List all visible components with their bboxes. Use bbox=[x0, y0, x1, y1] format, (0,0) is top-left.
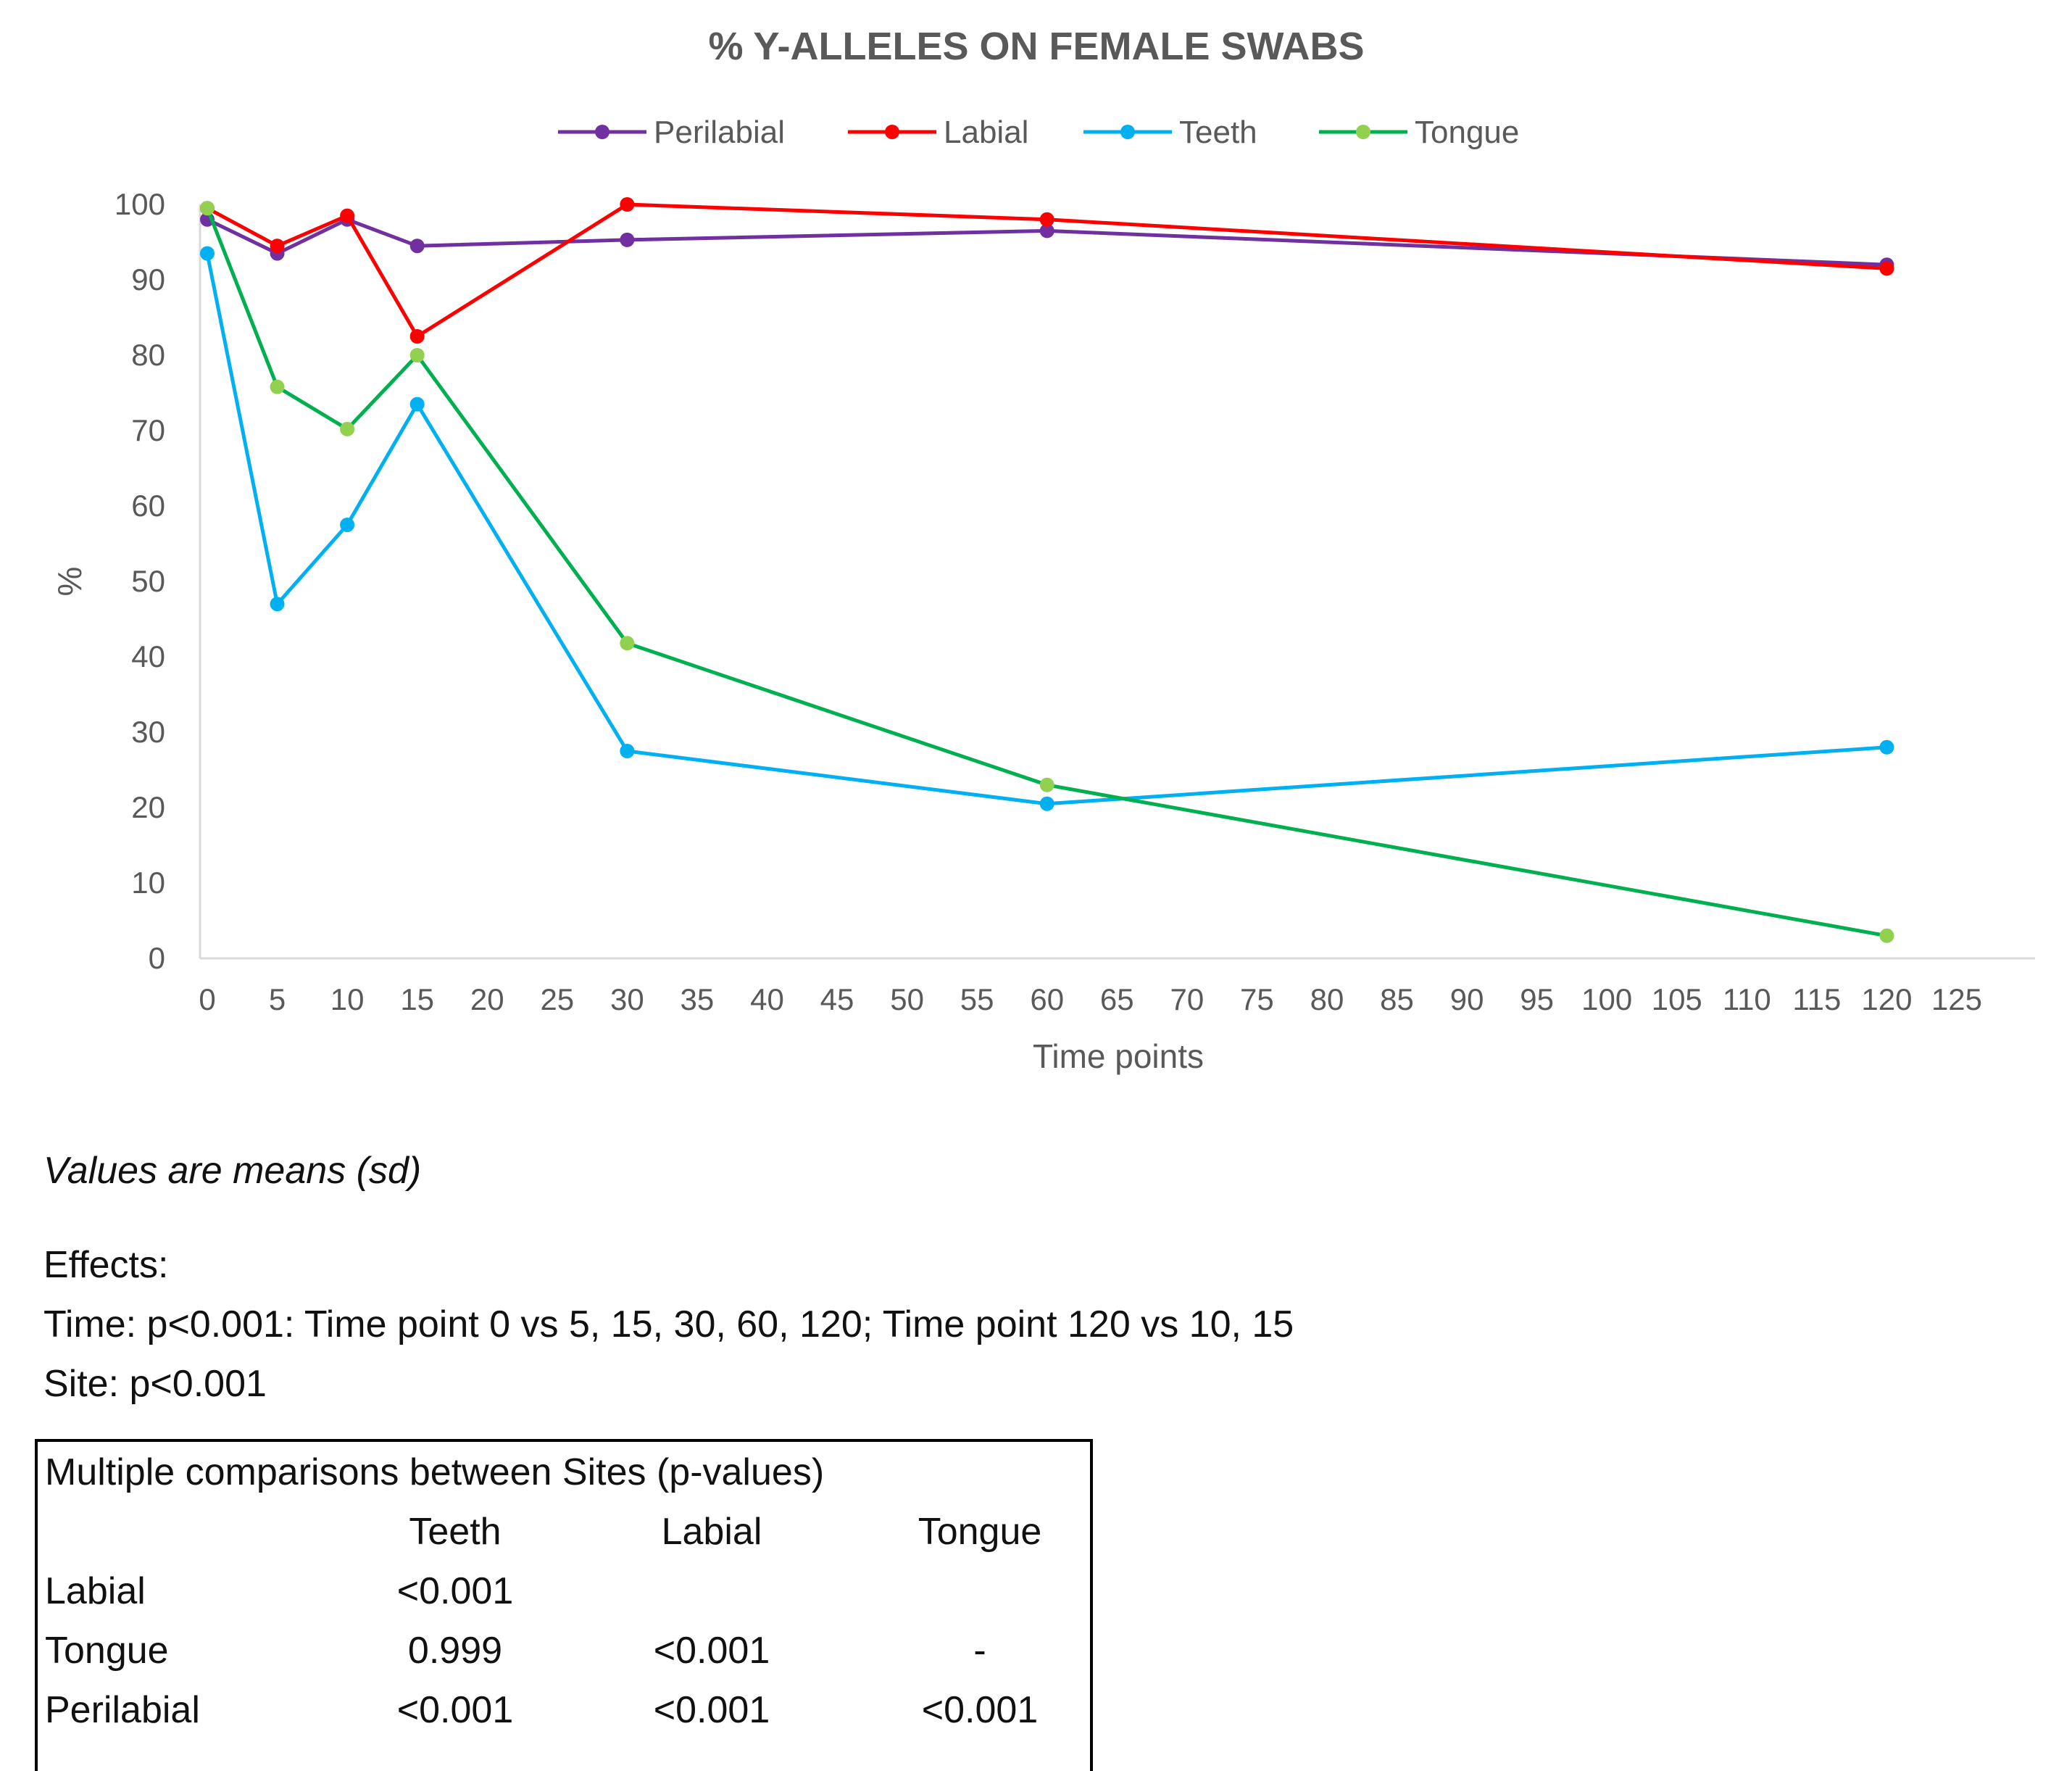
x-tick-label: 90 bbox=[1450, 982, 1484, 1016]
column-header-labial: Labial bbox=[661, 1511, 762, 1553]
data-point-teeth bbox=[1039, 796, 1054, 811]
y-tick-label: 90 bbox=[131, 262, 165, 296]
data-point-labial bbox=[1879, 261, 1894, 276]
series-line-tongue bbox=[205, 207, 1887, 938]
legend-marker-teeth bbox=[1120, 125, 1135, 139]
row-label-tongue: Tongue bbox=[45, 1630, 169, 1672]
y-tick-label: 10 bbox=[131, 866, 165, 900]
x-tick-label: 85 bbox=[1380, 982, 1414, 1016]
line-chart: % Y-ALLELES ON FEMALE SWABS Perilabial La… bbox=[51, 25, 2035, 1075]
table-cell: <0.001 bbox=[921, 1689, 1039, 1731]
data-point-teeth bbox=[340, 518, 355, 532]
legend-label-teeth: Teeth bbox=[1179, 115, 1257, 150]
y-tick-label: 40 bbox=[131, 639, 165, 673]
legend-marker-labial bbox=[885, 125, 899, 139]
table-cell: <0.001 bbox=[396, 1570, 514, 1612]
data-point-labial bbox=[340, 208, 355, 223]
row-label-perilabial: Perilabial bbox=[45, 1689, 200, 1731]
x-tick-label: 0 bbox=[199, 982, 215, 1016]
series-line-teeth bbox=[205, 253, 1887, 806]
x-tick-labels: 0 5 10 15 20 25 30 35 40 45 50 55 60 65 70 75 80 85 90 95 10… bbox=[199, 982, 1982, 1016]
x-tick-label: 60 bbox=[1030, 982, 1064, 1016]
comparisons-table: Multiple comparisons between Sites (p-va… bbox=[35, 1439, 1093, 1771]
chart-axes bbox=[199, 204, 2035, 960]
data-point-tongue bbox=[409, 348, 425, 362]
data-point-teeth bbox=[1879, 739, 1894, 755]
table-cell: <0.001 bbox=[653, 1630, 770, 1672]
data-point-perilabial bbox=[620, 232, 635, 247]
x-tick-label: 30 bbox=[610, 982, 644, 1016]
data-point-perilabial bbox=[409, 239, 425, 254]
data-point-teeth bbox=[270, 597, 285, 612]
y-tick-label: 50 bbox=[131, 564, 165, 598]
data-point-tongue bbox=[340, 421, 355, 436]
x-tick-label: 55 bbox=[960, 982, 994, 1016]
x-tick-label: 125 bbox=[1931, 982, 1982, 1016]
legend-marker-tongue bbox=[1356, 125, 1370, 139]
chart-notes: Values are means (sd) Effects: Time: p<0… bbox=[43, 1149, 1638, 1422]
values-note: Values are means (sd) bbox=[43, 1150, 422, 1192]
effects-heading: Effects: bbox=[43, 1244, 169, 1286]
legend-label-tongue: Tongue bbox=[1415, 115, 1519, 150]
column-header-tongue: Tongue bbox=[918, 1511, 1042, 1553]
x-tick-label: 45 bbox=[820, 982, 854, 1016]
y-tick-label: 20 bbox=[131, 790, 165, 824]
column-header-teeth: Teeth bbox=[409, 1511, 502, 1553]
y-axis-label: % bbox=[51, 567, 88, 597]
x-tick-label: 65 bbox=[1100, 982, 1134, 1016]
data-point-teeth bbox=[620, 744, 635, 758]
x-tick-label: 40 bbox=[750, 982, 784, 1016]
data-point-labial bbox=[620, 197, 635, 212]
legend-label-labial: Labial bbox=[944, 115, 1028, 150]
data-point-teeth bbox=[200, 246, 215, 261]
table-cell: <0.001 bbox=[653, 1689, 770, 1731]
x-tick-label: 105 bbox=[1652, 982, 1702, 1016]
x-tick-label: 120 bbox=[1861, 982, 1912, 1016]
y-tick-label: 70 bbox=[131, 413, 165, 447]
table-cell: 0.999 bbox=[407, 1630, 503, 1672]
x-tick-label: 70 bbox=[1170, 982, 1204, 1016]
x-tick-label: 10 bbox=[330, 982, 365, 1016]
data-point-tongue bbox=[1879, 928, 1894, 943]
time-effect-text: Time: p<0.001: Time point 0 vs 5, 15, 30… bbox=[43, 1303, 1294, 1345]
x-tick-label: 25 bbox=[540, 982, 574, 1016]
y-tick-labels: 0 10 20 30 40 50 60 70 80 90 100 bbox=[115, 187, 165, 975]
x-tick-label: 5 bbox=[269, 982, 286, 1016]
x-tick-label: 110 bbox=[1723, 982, 1771, 1016]
x-tick-label: 115 bbox=[1792, 982, 1841, 1016]
legend-marker-perilabial bbox=[595, 125, 609, 139]
data-point-teeth bbox=[409, 397, 425, 412]
y-tick-label: 100 bbox=[115, 187, 165, 221]
x-tick-label: 15 bbox=[400, 982, 434, 1016]
site-effect-text: Site: p<0.001 bbox=[43, 1363, 267, 1405]
data-point-tongue bbox=[270, 379, 285, 394]
chart-legend: Perilabial Labial Teeth Tongue bbox=[558, 115, 1519, 150]
row-label-labial: Labial bbox=[45, 1570, 146, 1612]
legend-label-perilabial: Perilabial bbox=[654, 115, 785, 150]
data-point-perilabial bbox=[1039, 223, 1054, 239]
x-tick-label: 80 bbox=[1310, 982, 1344, 1016]
data-point-labial bbox=[1039, 212, 1054, 227]
x-tick-label: 50 bbox=[890, 982, 924, 1016]
y-tick-label: 60 bbox=[131, 489, 165, 523]
x-tick-label: 100 bbox=[1581, 982, 1632, 1016]
x-tick-label: 75 bbox=[1240, 982, 1274, 1016]
x-tick-label: 95 bbox=[1520, 982, 1554, 1016]
chart-series bbox=[200, 197, 1894, 943]
x-axis-label: Time points bbox=[1033, 1037, 1204, 1075]
table-cell: <0.001 bbox=[396, 1689, 514, 1731]
y-tick-label: 30 bbox=[131, 715, 165, 749]
data-point-tongue bbox=[1039, 777, 1054, 792]
data-point-tongue bbox=[200, 201, 215, 216]
y-tick-label: 0 bbox=[149, 941, 165, 975]
x-tick-label: 20 bbox=[470, 982, 504, 1016]
chart-title: % Y-ALLELES ON FEMALE SWABS bbox=[708, 25, 1364, 68]
table-cell: - bbox=[973, 1630, 986, 1672]
data-point-tongue bbox=[620, 636, 635, 651]
data-point-labial bbox=[270, 239, 285, 254]
x-tick-label: 35 bbox=[681, 982, 715, 1016]
data-point-labial bbox=[409, 329, 425, 344]
comparisons-title: Multiple comparisons between Sites (p-va… bbox=[45, 1451, 825, 1493]
y-tick-label: 80 bbox=[131, 338, 165, 372]
